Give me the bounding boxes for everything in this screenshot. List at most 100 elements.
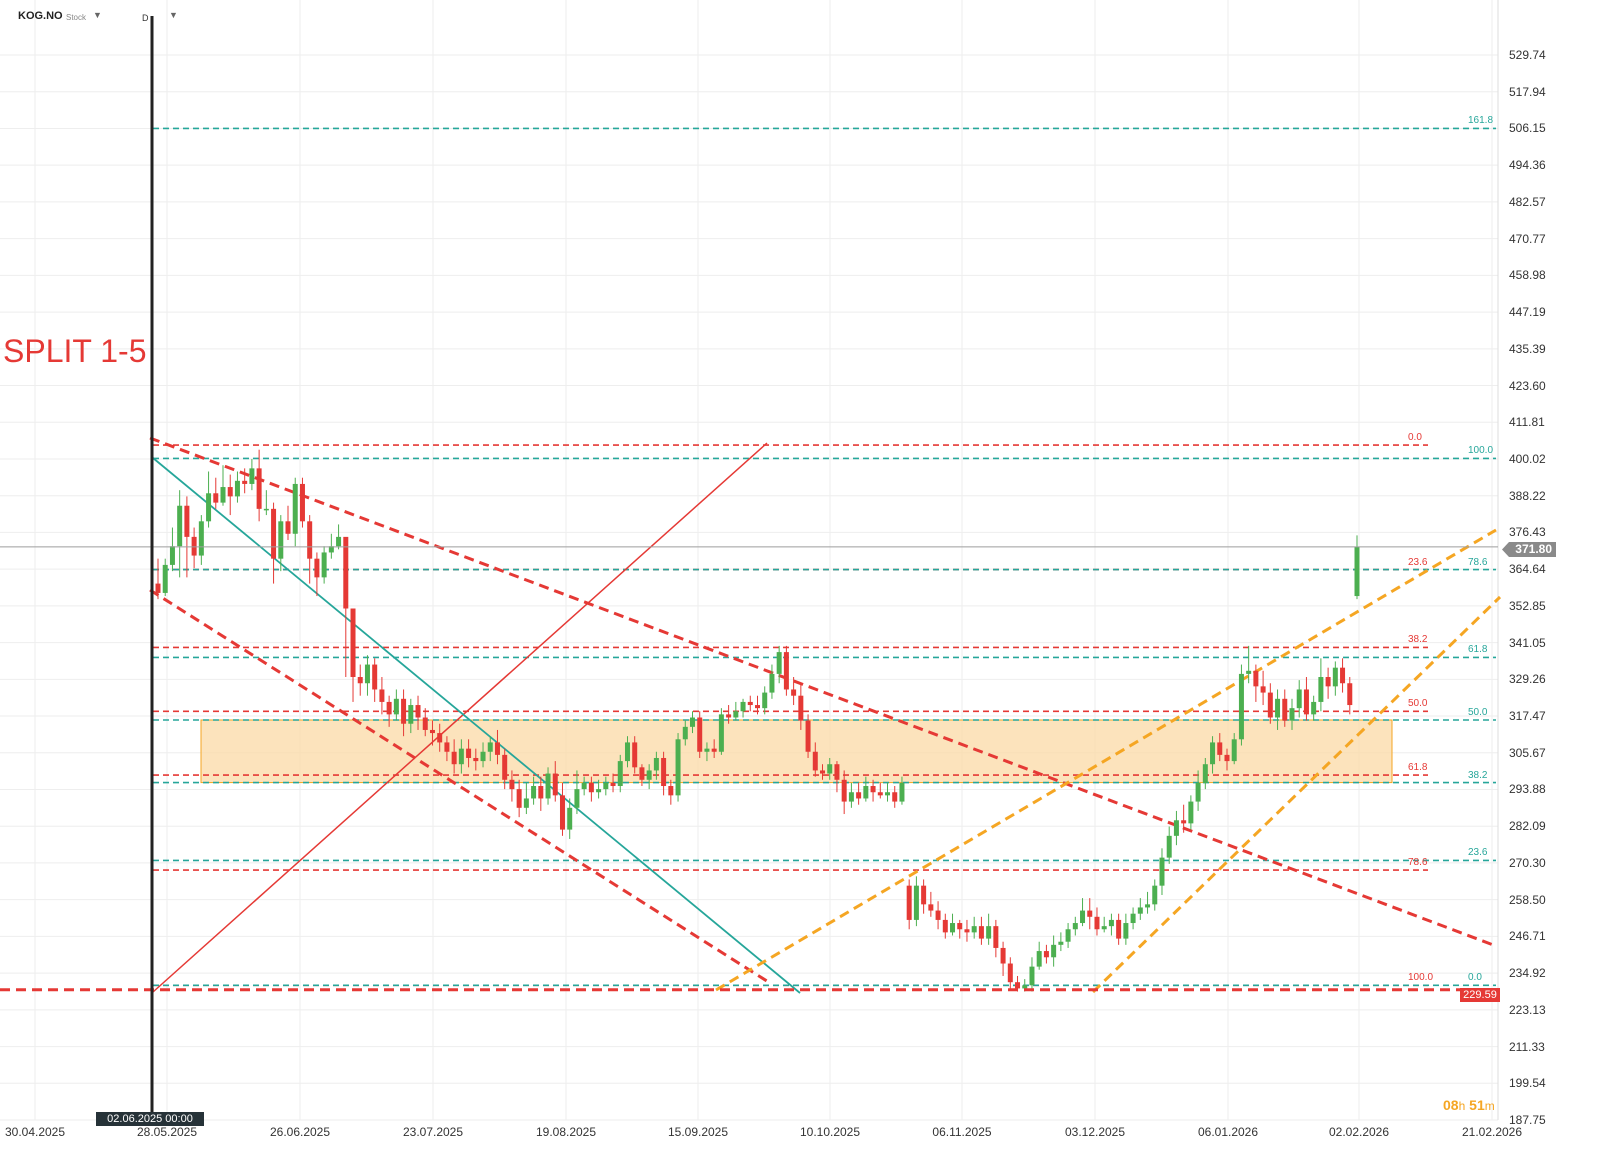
candle-body xyxy=(285,521,291,534)
candle-body xyxy=(1231,739,1237,762)
candle-body xyxy=(1311,701,1317,715)
candle-body xyxy=(834,764,840,780)
candle-body xyxy=(523,798,529,808)
fib-level-label: 0.0 xyxy=(1468,972,1482,984)
price-tick-label: 329.26 xyxy=(1509,672,1546,687)
candle-body xyxy=(249,468,255,484)
timer-minutes: 51 xyxy=(1469,1097,1485,1113)
symbol-label[interactable]: KOG.NO xyxy=(18,10,63,22)
candle-body xyxy=(350,608,356,678)
candle-body xyxy=(885,792,891,796)
candle-body xyxy=(1260,686,1266,693)
candle-body xyxy=(1029,966,1035,986)
interval-label[interactable]: D xyxy=(142,13,149,23)
candle-body xyxy=(422,717,428,730)
candle-body xyxy=(1094,916,1100,930)
candle-body xyxy=(1275,698,1281,718)
candle-body xyxy=(986,926,992,939)
candle-body xyxy=(1282,698,1288,721)
candle-body xyxy=(155,583,161,593)
candle-body xyxy=(1195,782,1201,802)
price-tick-label: 246.71 xyxy=(1509,929,1546,944)
candle-body xyxy=(177,505,183,547)
candle-body xyxy=(978,926,984,939)
trend-lines xyxy=(149,436,1502,994)
candle-body xyxy=(1289,708,1295,721)
candle-body xyxy=(856,792,862,799)
candle-body xyxy=(798,695,804,721)
candle-body xyxy=(191,536,197,556)
candle-body xyxy=(718,714,724,752)
price-tick-label: 388.22 xyxy=(1509,488,1546,503)
fib-level-label: 0.0 xyxy=(1408,432,1422,443)
candle-body xyxy=(812,751,818,771)
candle-body xyxy=(762,692,768,709)
candle-body xyxy=(1210,742,1216,765)
candle-body xyxy=(783,652,789,690)
candle-body xyxy=(357,677,363,684)
candle-body xyxy=(1224,754,1230,762)
candle-body xyxy=(198,521,204,556)
candle-body xyxy=(1152,885,1158,905)
candle-body xyxy=(271,508,277,559)
candle-body xyxy=(1181,820,1187,824)
candle-body xyxy=(494,742,500,755)
fib-level-label: 38.2 xyxy=(1468,769,1488,781)
fib-level-label: 61.8 xyxy=(1468,644,1488,656)
candle-body xyxy=(574,789,580,808)
candle-body xyxy=(1043,951,1049,958)
price-tick-label: 482.57 xyxy=(1509,194,1546,209)
candle-body xyxy=(487,742,493,752)
candle-body xyxy=(321,552,327,578)
candle-body xyxy=(1116,919,1122,939)
candle-body xyxy=(336,536,342,547)
date-tick-label: 06.01.2026 xyxy=(1197,1125,1259,1139)
candle-body xyxy=(538,786,544,799)
price-tick-label: 435.39 xyxy=(1509,341,1546,356)
symbol-caret-icon[interactable]: ▼ xyxy=(93,10,102,20)
candle-body xyxy=(1022,985,1028,989)
fib-level-label: 100.0 xyxy=(1468,445,1494,457)
candle-body xyxy=(596,789,602,793)
candle-body xyxy=(747,701,753,706)
candle-body xyxy=(343,536,349,609)
candle-body xyxy=(1137,907,1143,914)
date-tick-label: 03.12.2025 xyxy=(1064,1125,1126,1139)
candle-body xyxy=(386,701,392,715)
candle-body xyxy=(1007,963,1013,983)
candle-body xyxy=(1238,673,1244,740)
timer-hours: 08 xyxy=(1443,1097,1459,1113)
candle-body xyxy=(509,779,515,790)
candle-body xyxy=(516,789,522,808)
candle-body xyxy=(184,505,190,537)
price-tick-label: 364.64 xyxy=(1509,562,1546,577)
candle-body xyxy=(942,919,948,933)
candle-body xyxy=(466,748,472,758)
candle-body xyxy=(473,757,479,762)
candle-body xyxy=(1080,910,1086,924)
candle-body xyxy=(429,729,435,734)
date-tick-label: 10.10.2025 xyxy=(799,1125,861,1139)
price-tick-label: 211.33 xyxy=(1509,1039,1545,1054)
candle-body xyxy=(646,770,652,780)
fib-level-label: 161.8 xyxy=(1468,115,1494,127)
price-tick-label: 234.92 xyxy=(1509,966,1546,981)
price-tick-label: 494.36 xyxy=(1509,158,1546,173)
candle-body xyxy=(971,926,977,933)
candle-body xyxy=(292,483,298,534)
candle-body xyxy=(610,782,616,787)
price-tick-label: 341.05 xyxy=(1509,635,1546,650)
date-tick-label: 19.08.2025 xyxy=(535,1125,597,1139)
date-tick-label: 26.06.2025 xyxy=(269,1125,331,1139)
candle-body xyxy=(921,885,927,905)
grid-lines xyxy=(0,0,1499,1121)
interval-caret-icon[interactable]: ▼ xyxy=(169,10,178,20)
candle-body xyxy=(531,786,537,799)
candle-body xyxy=(603,782,609,790)
price-tick-label: 423.60 xyxy=(1509,378,1546,393)
fib-levels xyxy=(153,127,1496,987)
candle-body xyxy=(552,773,558,796)
date-tick-label: 21.02.2026 xyxy=(1461,1125,1523,1139)
candle-body xyxy=(1072,923,1078,930)
